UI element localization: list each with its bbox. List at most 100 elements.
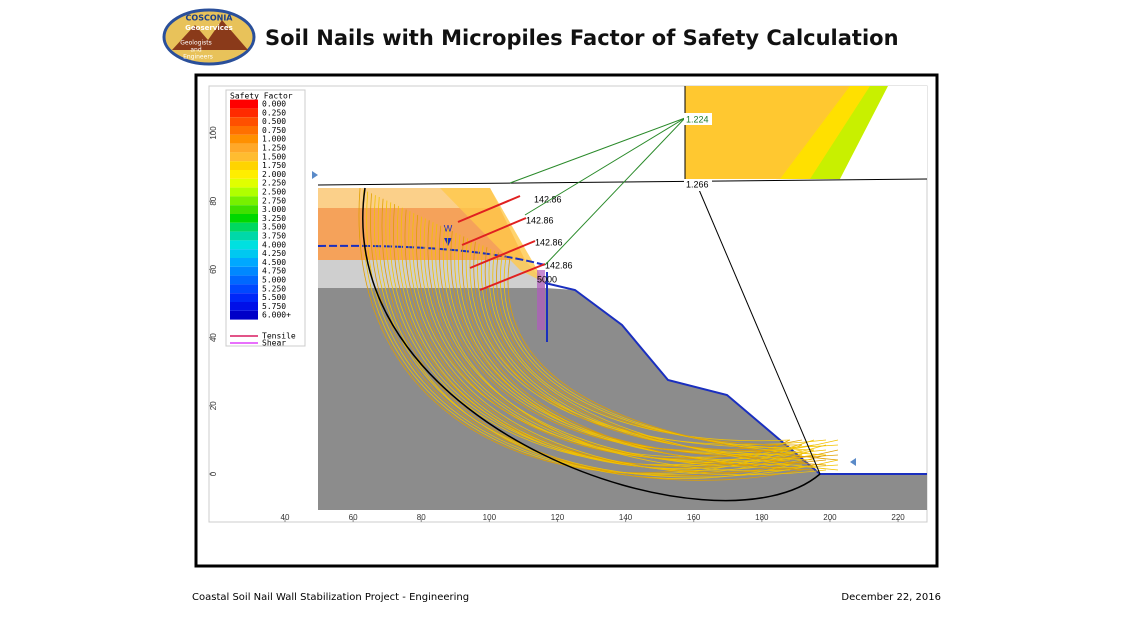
legend-label: 5.500 [262,293,286,302]
legend-label: 4.000 [262,240,286,249]
nail [469,240,536,269]
legend-items: 0.0000.2500.5000.7501.0001.2501.5001.750… [230,100,296,348]
slip-surface [416,214,791,460]
x-tick-label: 60 [349,513,358,522]
legend-swatch [230,205,258,214]
model: W 142.86 142.86 142.86 142.86 5000 1.224… [312,86,928,510]
x-tick-label: 180 [755,513,769,522]
x-tick-label: 140 [619,513,633,522]
leader [524,117,686,216]
legend-swatch [230,302,258,311]
legend-label: 3.500 [262,223,286,232]
slip-surface [377,196,791,479]
slip-surface [507,257,839,461]
slip-surface [370,193,827,477]
footer-date: December 22, 2016 [841,592,941,603]
slip-surface [450,231,839,458]
fos-label: 1.266 [686,179,709,189]
slip-surface [461,236,815,471]
slip-surface [408,211,827,476]
x-tick-label: 220 [891,513,905,522]
y-tick-label: 0 [209,471,218,476]
legend-label: 1.000 [262,135,286,144]
marker [850,458,856,466]
legend-label: 0.000 [262,100,286,109]
inset-band [840,86,927,179]
x-tick-label: 100 [483,513,497,522]
slip-surface [469,240,839,448]
x-tick-label: 40 [281,513,290,522]
legend-label: 3.250 [262,214,286,223]
legend-swatch [230,170,258,179]
y-tick-label: 80 [209,196,218,205]
legend-label: 0.750 [262,126,286,135]
legend-label: 4.750 [262,267,286,276]
legend-swatch [230,99,258,109]
slip-surface [381,198,803,481]
leader [509,117,686,184]
slip-surface [396,205,791,469]
slip-surface [500,254,815,451]
logo: COSCONIA Geoservices Geologists and Engi… [162,8,256,66]
slip-surface [484,247,827,466]
slip-surface [481,245,815,461]
legend-swatch [230,284,258,294]
legend-swatch [230,249,258,258]
slip-surface [488,248,839,471]
bound [696,184,821,475]
legend-label: 2.750 [262,196,286,205]
x-tick-label: 160 [687,513,701,522]
slip-surface [362,189,803,475]
legend-label: 4.500 [262,258,286,267]
legend-swatch [230,187,258,197]
y-tick-label: 40 [209,333,218,342]
legend-label: Tensile [262,332,296,341]
legend-label: 0.250 [262,108,286,117]
legend-label: 1.250 [262,144,286,153]
slip-surface [503,256,827,456]
pile-label: 5000 [537,274,557,284]
legend-label: 6.000+ [262,311,291,320]
legend-swatch [230,231,258,241]
y-tick-label: 100 [209,126,218,140]
x-tick-label: 80 [417,513,426,522]
nail [461,217,527,246]
slip-surface [477,243,803,456]
legend-swatch [230,108,258,118]
legend-swatch [230,310,258,320]
critical-slip [362,187,821,502]
legend-swatch [230,161,258,170]
legend-swatch [230,196,258,206]
nail-load: 142.86 [526,215,554,225]
slip-surface [435,223,791,472]
fos-label: 1.224 [686,114,709,124]
x-tick-label: 200 [823,513,837,522]
logo-text: Engineers [183,54,213,61]
x-tick-label: 120 [551,513,565,522]
water-table [317,244,546,266]
fos-box [684,179,712,191]
micropile [537,270,545,330]
nail [479,263,546,291]
slip-surface [496,252,803,446]
legend-label: Shear [262,339,286,348]
water-marker [444,238,452,246]
legend-label: 2.500 [262,188,286,197]
legend-swatch [230,178,258,188]
y-tick-label: 20 [209,401,218,410]
nail-load: 142.86 [545,260,573,270]
legend-title: Safety Factor [230,92,293,101]
legend-label: 2.000 [262,170,286,179]
leader [544,117,686,266]
footer-project: Coastal Soil Nail Wall Stabilization Pro… [192,592,469,603]
logo-text: Geologists [180,40,211,47]
water-label: W [444,223,453,233]
legend-swatch [230,214,258,223]
nail-load: 142.86 [535,237,563,247]
legend-swatch [230,266,258,276]
marker [312,171,318,179]
legend-swatch [230,126,258,135]
legend-label: 5.250 [262,284,286,293]
